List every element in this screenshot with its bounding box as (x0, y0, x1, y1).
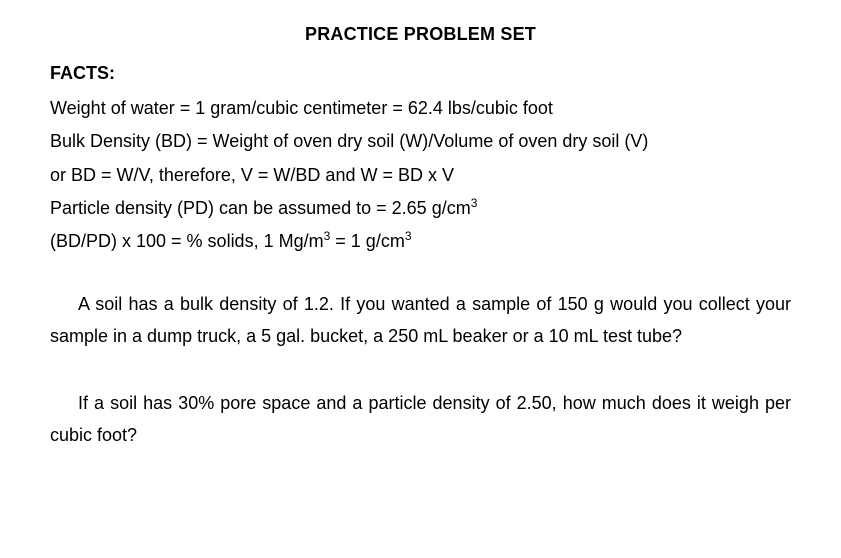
facts-heading: FACTS: (50, 63, 791, 84)
fact-line-4-text: Particle density (PD) can be assumed to … (50, 198, 471, 218)
page-title: PRACTICE PROBLEM SET (50, 24, 791, 45)
fact-line-4: Particle density (PD) can be assumed to … (50, 196, 791, 220)
fact-line-2: Bulk Density (BD) = Weight of oven dry s… (50, 129, 791, 153)
fact-line-5: (BD/PD) x 100 = % solids, 1 Mg/m 3 = 1 g/… (50, 229, 791, 253)
question-1-text: A soil has a bulk density of 1.2. If you… (50, 294, 791, 346)
question-2: If a soil has 30% pore space and a parti… (50, 388, 791, 451)
fact-line-3: or BD = W/V, therefore, V = W/BD and W =… (50, 163, 791, 187)
fact-line-5-text-a: (BD/PD) x 100 = % solids, 1 Mg/m (50, 231, 324, 251)
question-1: A soil has a bulk density of 1.2. If you… (50, 289, 791, 352)
fact-line-1: Weight of water = 1 gram/cubic centimete… (50, 96, 791, 120)
document-page: PRACTICE PROBLEM SET FACTS: Weight of wa… (0, 0, 841, 475)
question-2-text: If a soil has 30% pore space and a parti… (50, 393, 791, 445)
fact-line-5-text-b: = 1 g/cm (330, 231, 405, 251)
superscript: 3 (405, 229, 412, 243)
superscript: 3 (471, 196, 478, 210)
